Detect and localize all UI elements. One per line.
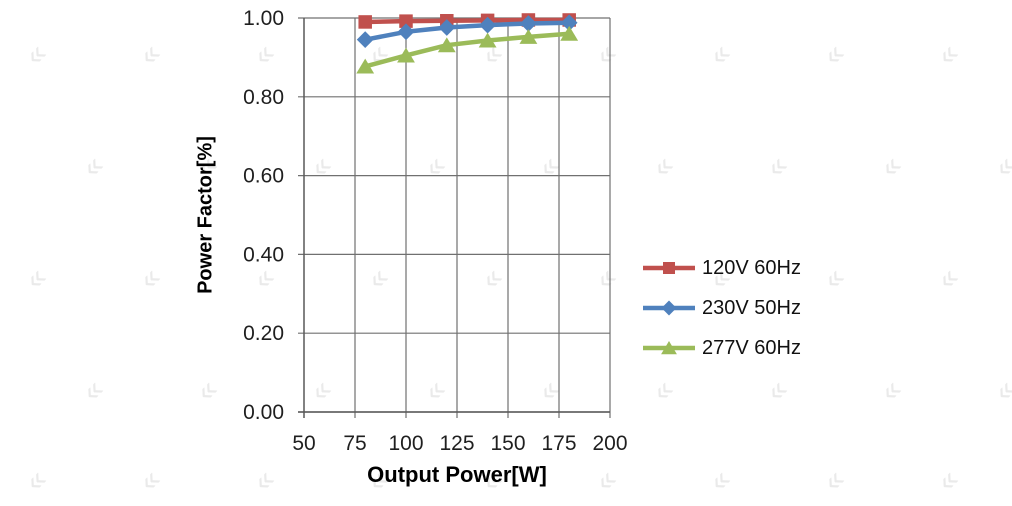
x-tick-label: 100 bbox=[388, 432, 423, 455]
marker-triangle bbox=[661, 341, 677, 355]
legend-label: 230V 50Hz bbox=[702, 297, 801, 319]
marker-diamond bbox=[356, 31, 374, 49]
marker-square bbox=[399, 14, 413, 28]
marker-triangle bbox=[519, 29, 538, 44]
marker-triangle bbox=[356, 58, 375, 74]
x-tick-label: 150 bbox=[490, 432, 525, 455]
series-line bbox=[362, 31, 572, 69]
marker-triangle bbox=[437, 37, 456, 53]
marker-triangle bbox=[560, 25, 579, 41]
x-tick-label: 200 bbox=[592, 432, 627, 455]
legend-item-277v-60hz: 277V 60Hz bbox=[641, 328, 801, 368]
legend-marker-triangle-up bbox=[643, 341, 695, 355]
y-tick-label: 1.00 bbox=[243, 7, 284, 30]
y-tick-label: 0.00 bbox=[243, 401, 284, 424]
marker-diamond bbox=[560, 14, 578, 32]
legend: 120V 60Hz 230V 50Hz 277V 60Hz bbox=[641, 248, 801, 368]
marker-triangle bbox=[397, 47, 415, 63]
legend-item-230v-50hz: 230V 50Hz bbox=[641, 288, 801, 328]
x-tick-label: 75 bbox=[343, 432, 366, 455]
legend-label: 120V 60Hz bbox=[702, 257, 801, 279]
series-line bbox=[362, 17, 572, 25]
marker-diamond bbox=[661, 300, 677, 316]
marker-diamond bbox=[397, 23, 415, 41]
x-tick-label: 50 bbox=[292, 432, 315, 455]
legend-marker-diamond bbox=[643, 300, 695, 316]
marker-diamond bbox=[438, 19, 456, 36]
legend-item-120v-60hz: 120V 60Hz bbox=[641, 248, 801, 288]
y-tick-label: 0.80 bbox=[243, 86, 284, 109]
legend-label: 277V 60Hz bbox=[702, 337, 801, 359]
marker-diamond bbox=[479, 16, 496, 34]
y-tick-label: 0.40 bbox=[243, 243, 284, 266]
series-277v-60hz bbox=[356, 25, 579, 74]
series-230v-50hz bbox=[356, 14, 578, 49]
marker-triangle bbox=[478, 32, 497, 48]
y-tick-label: 0.20 bbox=[243, 322, 284, 345]
marker-square bbox=[663, 262, 675, 274]
y-axis-title: Power Factor[%] bbox=[194, 136, 217, 294]
x-tick-label: 175 bbox=[541, 432, 576, 455]
x-axis-title: Output Power[W] bbox=[367, 462, 547, 487]
marker-diamond bbox=[520, 15, 537, 32]
x-tick-label: 125 bbox=[439, 432, 474, 455]
marker-square bbox=[358, 15, 372, 29]
y-tick-label: 0.60 bbox=[243, 165, 284, 188]
legend-marker-square bbox=[643, 262, 695, 274]
